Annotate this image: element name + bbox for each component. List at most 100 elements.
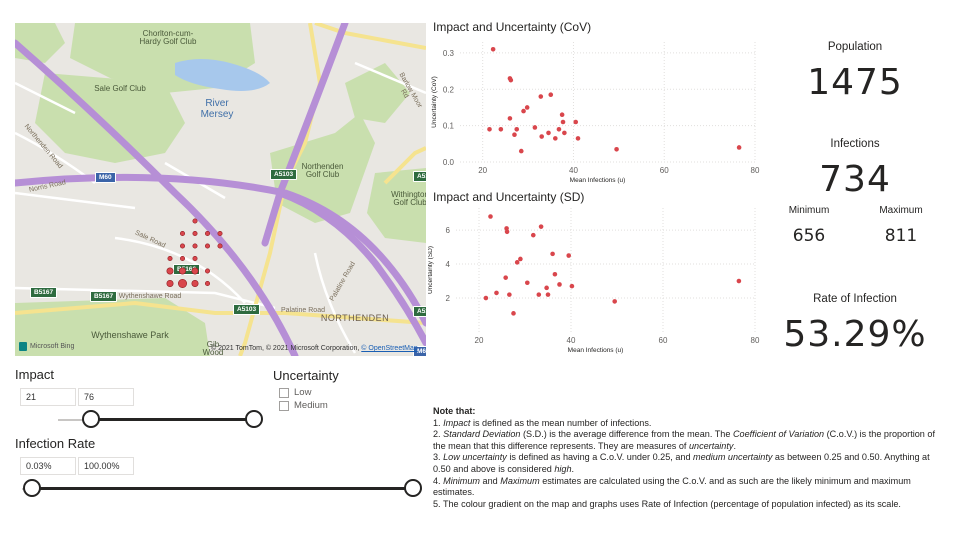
- scatter-point[interactable]: [736, 145, 742, 150]
- scatter-point[interactable]: [490, 46, 496, 52]
- scatter-point[interactable]: [573, 119, 579, 125]
- map-shield-a5103: A5103: [270, 169, 298, 180]
- scatter-point[interactable]: [488, 214, 493, 219]
- bing-logo: Microsoft Bing: [19, 342, 74, 351]
- impact-slider-max-handle[interactable]: [245, 410, 263, 428]
- minimum-value: 656: [792, 226, 826, 246]
- scatter-point[interactable]: [614, 146, 619, 152]
- scatter-point[interactable]: [487, 126, 492, 132]
- scatter-point[interactable]: [553, 136, 558, 141]
- infection-rate-max-input[interactable]: 100.00%: [78, 457, 134, 475]
- checkbox-icon[interactable]: [279, 400, 289, 411]
- cov-chart-title: Impact and Uncertainty (CoV): [433, 20, 592, 34]
- note-5: 5. The colour gradient on the map and gr…: [433, 498, 901, 509]
- scatter-point[interactable]: [538, 224, 544, 229]
- map-infection-dot[interactable]: [205, 243, 211, 249]
- y-tick-label: 0.3: [443, 49, 455, 58]
- infection-rate-slider-fill: [32, 487, 413, 490]
- openstreetmap-link[interactable]: © OpenStreetMap: [361, 345, 418, 352]
- scatter-point[interactable]: [536, 292, 542, 297]
- scatter-point[interactable]: [514, 126, 520, 132]
- map-infection-dot[interactable]: [180, 231, 186, 237]
- scatter-point[interactable]: [525, 280, 530, 286]
- map-infection-dot[interactable]: [205, 231, 211, 237]
- map-infection-dot[interactable]: [192, 218, 198, 224]
- map-infection-dot[interactable]: [166, 279, 174, 287]
- map-label-northenden: NORTHENDEN: [320, 313, 390, 323]
- sd-scatter-plot: 20 40 60 80 2 4 6 Mean Infections (u) Uncertaint…: [428, 208, 760, 354]
- map-infection-dot[interactable]: [205, 280, 211, 286]
- scatter-point[interactable]: [507, 116, 513, 121]
- scatter-point[interactable]: [562, 130, 567, 136]
- scatter-point[interactable]: [736, 278, 742, 284]
- scatter-point[interactable]: [518, 148, 524, 154]
- map-infection-dot[interactable]: [217, 243, 223, 249]
- scatter-point[interactable]: [518, 256, 523, 262]
- scatter-point[interactable]: [498, 126, 504, 132]
- scatter-point[interactable]: [556, 126, 562, 132]
- map-label-wythenshawe-park: Wythenshawe Park: [91, 330, 169, 340]
- scatter-point[interactable]: [494, 290, 499, 296]
- map-infection-dot[interactable]: [205, 268, 211, 274]
- scatter-point[interactable]: [483, 295, 489, 301]
- note-1: 1. Impact is defined as the mean number …: [433, 417, 652, 428]
- uncertainty-option-medium[interactable]: Medium: [279, 400, 328, 411]
- scatter-point[interactable]: [504, 229, 510, 235]
- scatter-point[interactable]: [575, 136, 581, 141]
- map-infection-dot[interactable]: [180, 243, 186, 249]
- map-visual[interactable]: Chorlton-cum-Hardy Golf Club Sale Golf C…: [15, 23, 426, 356]
- infection-rate-slider-min-handle[interactable]: [23, 479, 41, 497]
- scatter-point[interactable]: [545, 292, 551, 297]
- scatter-point[interactable]: [552, 271, 558, 277]
- scatter-point[interactable]: [560, 119, 566, 125]
- checkbox-icon[interactable]: [279, 387, 289, 398]
- scatter-point[interactable]: [530, 232, 536, 238]
- map-infection-dot[interactable]: [191, 267, 199, 275]
- scatter-point[interactable]: [539, 134, 544, 139]
- map-label-wythenshawe-road: Wythenshawe Road: [118, 293, 182, 300]
- scatter-point[interactable]: [511, 311, 516, 316]
- population-label: Population: [827, 41, 883, 53]
- scatter-point[interactable]: [521, 108, 526, 114]
- map-infection-dot[interactable]: [192, 243, 198, 249]
- uncertainty-option-low[interactable]: Low: [279, 387, 311, 398]
- impact-slider-min-handle[interactable]: [82, 410, 100, 428]
- scatter-point[interactable]: [548, 92, 554, 98]
- scatter-point[interactable]: [503, 275, 508, 280]
- map-infection-dot[interactable]: [167, 256, 173, 262]
- scatter-point[interactable]: [546, 130, 551, 136]
- scatter-point[interactable]: [514, 260, 520, 265]
- uncertainty-slicer-title: Uncertainty: [273, 368, 339, 383]
- infection-rate-slider-max-handle[interactable]: [404, 479, 422, 497]
- map-infection-dot[interactable]: [217, 231, 223, 237]
- scatter-point[interactable]: [524, 105, 530, 110]
- map-infection-dot[interactable]: [166, 267, 174, 275]
- map-infection-dot[interactable]: [192, 231, 198, 237]
- scatter-point[interactable]: [504, 226, 509, 231]
- map-infection-dot[interactable]: [180, 256, 186, 262]
- map-infection-dot[interactable]: [179, 267, 187, 275]
- map-infection-dot[interactable]: [178, 278, 188, 288]
- x-tick-label: 20: [475, 336, 484, 345]
- scatter-point[interactable]: [532, 125, 538, 130]
- impact-min-input[interactable]: 21: [20, 388, 76, 406]
- y-tick-label: 6: [446, 226, 451, 235]
- scatter-point[interactable]: [512, 132, 517, 138]
- note-4: 4. Minimum and Maximum estimates are cal…: [433, 475, 911, 498]
- scatter-point[interactable]: [612, 299, 617, 304]
- scatter-point[interactable]: [569, 283, 575, 289]
- scatter-point[interactable]: [550, 251, 555, 257]
- infection-rate-min-input[interactable]: 0.03%: [20, 457, 76, 475]
- impact-max-input[interactable]: 76: [78, 388, 134, 406]
- scatter-point[interactable]: [538, 94, 544, 99]
- scatter-point[interactable]: [557, 282, 562, 287]
- scatter-point[interactable]: [508, 77, 514, 83]
- map-infection-dot[interactable]: [191, 279, 199, 287]
- scatter-point[interactable]: [559, 112, 565, 118]
- scatter-point[interactable]: [507, 292, 512, 297]
- scatter-point[interactable]: [566, 253, 571, 258]
- y-tick-label: 0.0: [443, 158, 455, 167]
- scatter-point[interactable]: [544, 285, 549, 291]
- map-infection-dot[interactable]: [192, 256, 198, 262]
- map-label-northenden-golf: Northenden Golf Club: [301, 162, 344, 180]
